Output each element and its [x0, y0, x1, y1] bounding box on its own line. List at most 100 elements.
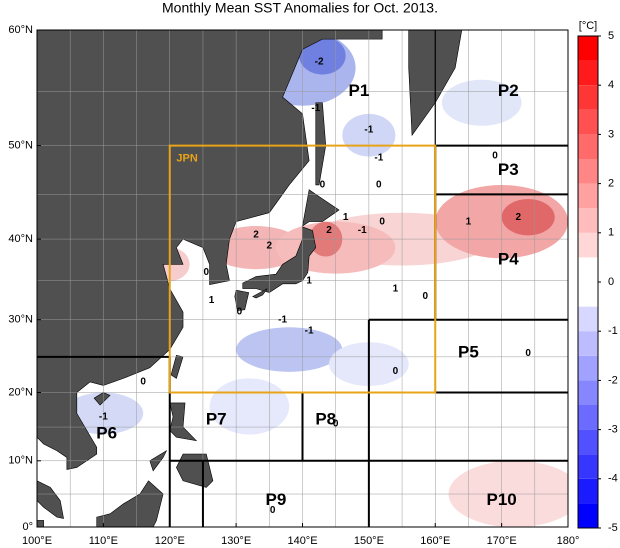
- region-label: P6: [96, 423, 117, 442]
- region-label: P4: [498, 250, 519, 269]
- colorbar-band: [578, 60, 598, 86]
- colorbar-band: [578, 282, 598, 307]
- colorbar-band: [578, 159, 598, 184]
- region-label: P9: [266, 490, 287, 509]
- land: [302, 189, 340, 227]
- contour-label: -1: [305, 326, 314, 337]
- colorbar-band: [578, 503, 598, 528]
- y-tick-label: 20°N: [8, 386, 33, 398]
- colorbar-tick-label: 4: [608, 79, 614, 91]
- land: [234, 289, 250, 311]
- anomaly-patch: [501, 199, 555, 236]
- region-label: P2: [498, 81, 519, 100]
- colorbar-band: [578, 257, 598, 282]
- y-tick-label: 50°N: [8, 139, 33, 151]
- y-tick-label: 30°N: [8, 314, 33, 326]
- land: [96, 480, 164, 527]
- contour-label: -1: [364, 125, 373, 136]
- y-tick-label: 10°N: [8, 455, 33, 467]
- y-tick-label: 0°: [22, 521, 33, 533]
- contour-label: -1: [278, 314, 287, 325]
- contour-label: -1: [358, 225, 367, 236]
- y-tick-label: 40°N: [8, 233, 33, 245]
- colorbar-tick-label: -1: [608, 325, 618, 337]
- colorbar-tick-label: 3: [608, 128, 614, 140]
- colorbar-band: [578, 429, 598, 455]
- x-tick-label: 160°E: [420, 535, 450, 547]
- x-tick-label: 150°E: [354, 535, 384, 547]
- colorbar-band: [578, 183, 598, 209]
- colorbar-band: [578, 36, 598, 61]
- contour-label: 2: [515, 212, 521, 223]
- colorbar-unit: [°C]: [579, 20, 597, 32]
- colorbar-tick-label: 1: [608, 227, 614, 239]
- x-tick-label: 130°E: [221, 535, 251, 547]
- colorbar-band: [578, 109, 598, 135]
- region-label: P5: [458, 343, 479, 362]
- title: Monthly Mean SST Anomalies for Oct. 2013…: [162, 0, 438, 16]
- contour-label: 0: [203, 267, 209, 278]
- region-label: P3: [498, 160, 519, 179]
- colorbar-band: [578, 405, 598, 430]
- colorbar-band: [578, 331, 598, 356]
- x-tick-label: 180°: [557, 535, 580, 547]
- colorbar-tick-label: -5: [608, 522, 618, 534]
- colorbar-tick-label: -2: [608, 374, 618, 386]
- contour-label: 0: [140, 377, 146, 388]
- region-label: P7: [206, 410, 227, 429]
- x-tick-label: 120°E: [155, 535, 185, 547]
- contour-label: 0: [492, 150, 498, 161]
- land: [252, 288, 268, 299]
- contour-label: 1: [393, 283, 399, 294]
- region-label: P1: [349, 81, 370, 100]
- colorbar-band: [578, 355, 598, 381]
- contour-label: 2: [326, 225, 332, 236]
- region-label: P8: [315, 410, 336, 429]
- contour-label: 0: [376, 180, 382, 191]
- contour-label: 2: [267, 241, 273, 252]
- jpn-area-box: [168, 144, 437, 394]
- colorbar-band: [578, 208, 598, 233]
- anomaly-patch: [236, 327, 343, 372]
- contour-label: 0: [270, 505, 276, 516]
- contour-label: 0: [525, 348, 531, 359]
- y-tick-label: 60°N: [8, 24, 33, 36]
- colorbar-tick-label: -4: [608, 473, 618, 485]
- colorbar-band: [578, 380, 598, 405]
- land: [37, 480, 64, 519]
- area-label: JPN: [176, 153, 197, 165]
- colorbar-band: [578, 134, 598, 159]
- x-tick-label: 110°E: [89, 535, 118, 547]
- colorbar-band: [578, 85, 598, 110]
- colorbar-tick-label: 2: [608, 178, 614, 190]
- colorbar-band: [578, 478, 598, 504]
- colorbar-band: [578, 454, 598, 479]
- contour-label: -1: [99, 411, 108, 422]
- colorbar-tick-label: 0: [608, 276, 614, 288]
- anomaly-patch: [299, 36, 346, 75]
- land: [37, 520, 44, 527]
- contour-label: 0: [393, 366, 399, 377]
- x-tick-label: 170°E: [487, 535, 517, 547]
- x-tick-label: 100°E: [22, 535, 52, 547]
- land: [169, 402, 198, 442]
- contour-label: -2: [315, 56, 324, 67]
- land: [242, 226, 317, 293]
- colorbar-tick-label: 5: [608, 30, 614, 42]
- colorbar-band: [578, 306, 598, 332]
- contour-label: 2: [253, 229, 259, 240]
- anomaly-patch: [209, 226, 303, 270]
- contour-label: 0: [379, 216, 385, 227]
- contour-label: -1: [374, 152, 383, 163]
- contour-label: 1: [343, 212, 349, 223]
- contour-label: 0: [320, 180, 326, 191]
- region-label: P10: [487, 490, 517, 509]
- contour-label: 1: [209, 295, 215, 306]
- contour-label: 0: [237, 307, 243, 318]
- contour-label: -1: [311, 103, 320, 114]
- colorbar-band: [578, 232, 598, 258]
- x-tick-label: 140°E: [287, 535, 317, 547]
- colorbar-tick-label: -3: [608, 424, 618, 436]
